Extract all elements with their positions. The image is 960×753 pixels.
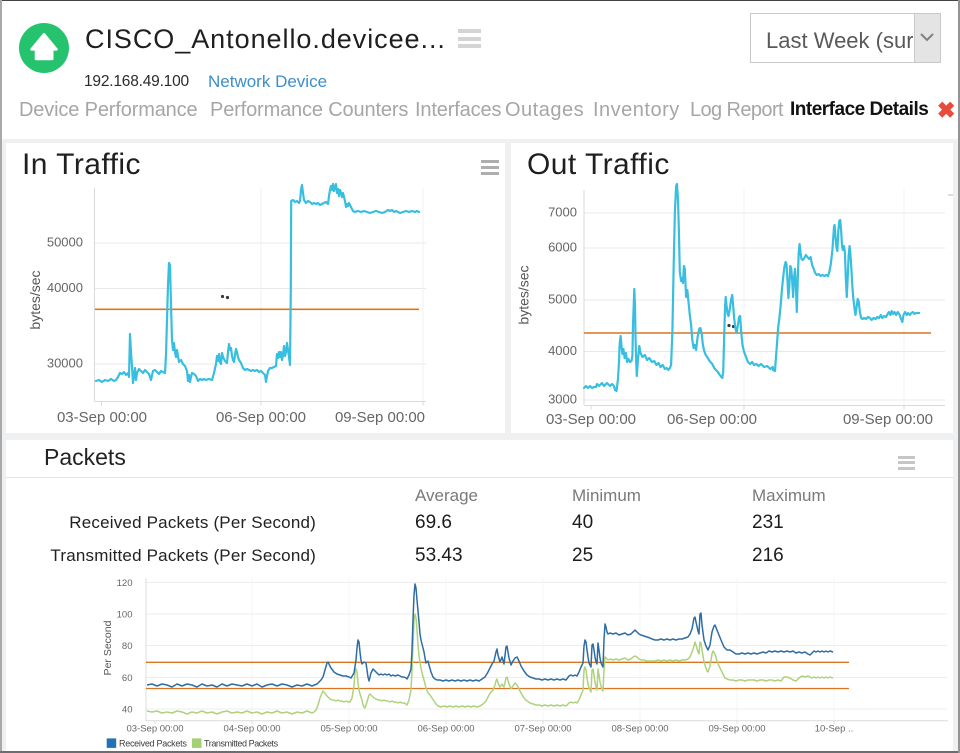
svg-text:5000: 5000 [548, 292, 577, 307]
svg-text:120: 120 [117, 578, 133, 589]
svg-text:09-Sep 00:00: 09-Sep 00:00 [843, 411, 933, 428]
svg-text:Per Second: Per Second [102, 620, 114, 675]
svg-text:10-Sep ..: 10-Sep .. [815, 724, 854, 735]
svg-text:08-Sep 00:00: 08-Sep 00:00 [611, 724, 668, 735]
svg-text:09-Sep 00:00: 09-Sep 00:00 [708, 724, 765, 735]
svg-text:05-Sep 00:00: 05-Sep 00:00 [320, 724, 377, 735]
svg-text:6000: 6000 [548, 240, 577, 255]
svg-text:100: 100 [117, 610, 133, 621]
svg-text:03-Sep 00:00: 03-Sep 00:00 [57, 409, 147, 426]
svg-text:40: 40 [122, 705, 133, 716]
svg-text:60: 60 [122, 673, 133, 684]
svg-text:04-Sep 00:00: 04-Sep 00:00 [223, 724, 280, 735]
svg-text:Transmitted Packets: Transmitted Packets [204, 739, 279, 749]
svg-text:50000: 50000 [47, 235, 83, 250]
svg-text:Received Packets: Received Packets [119, 739, 187, 749]
svg-text:03-Sep 00:00: 03-Sep 00:00 [126, 724, 183, 735]
svg-text:06-Sep 00:00: 06-Sep 00:00 [216, 409, 306, 426]
svg-text:7000: 7000 [548, 205, 577, 220]
svg-text:06-Sep 00:00: 06-Sep 00:00 [417, 724, 474, 735]
svg-text:06-Sep 00:00: 06-Sep 00:00 [667, 411, 757, 428]
svg-text:bytes/sec: bytes/sec [27, 270, 43, 329]
svg-text:3000: 3000 [548, 392, 577, 407]
svg-text:03-Sep 00:00: 03-Sep 00:00 [546, 411, 636, 428]
svg-text:07-Sep 00:00: 07-Sep 00:00 [514, 724, 571, 735]
svg-text:09-Sep 00:00: 09-Sep 00:00 [335, 409, 425, 426]
svg-text:80: 80 [122, 641, 133, 652]
svg-text:bytes/sec: bytes/sec [516, 265, 532, 324]
svg-text:30000: 30000 [47, 356, 83, 371]
svg-text:40000: 40000 [47, 280, 83, 295]
svg-text:4000: 4000 [548, 343, 577, 358]
